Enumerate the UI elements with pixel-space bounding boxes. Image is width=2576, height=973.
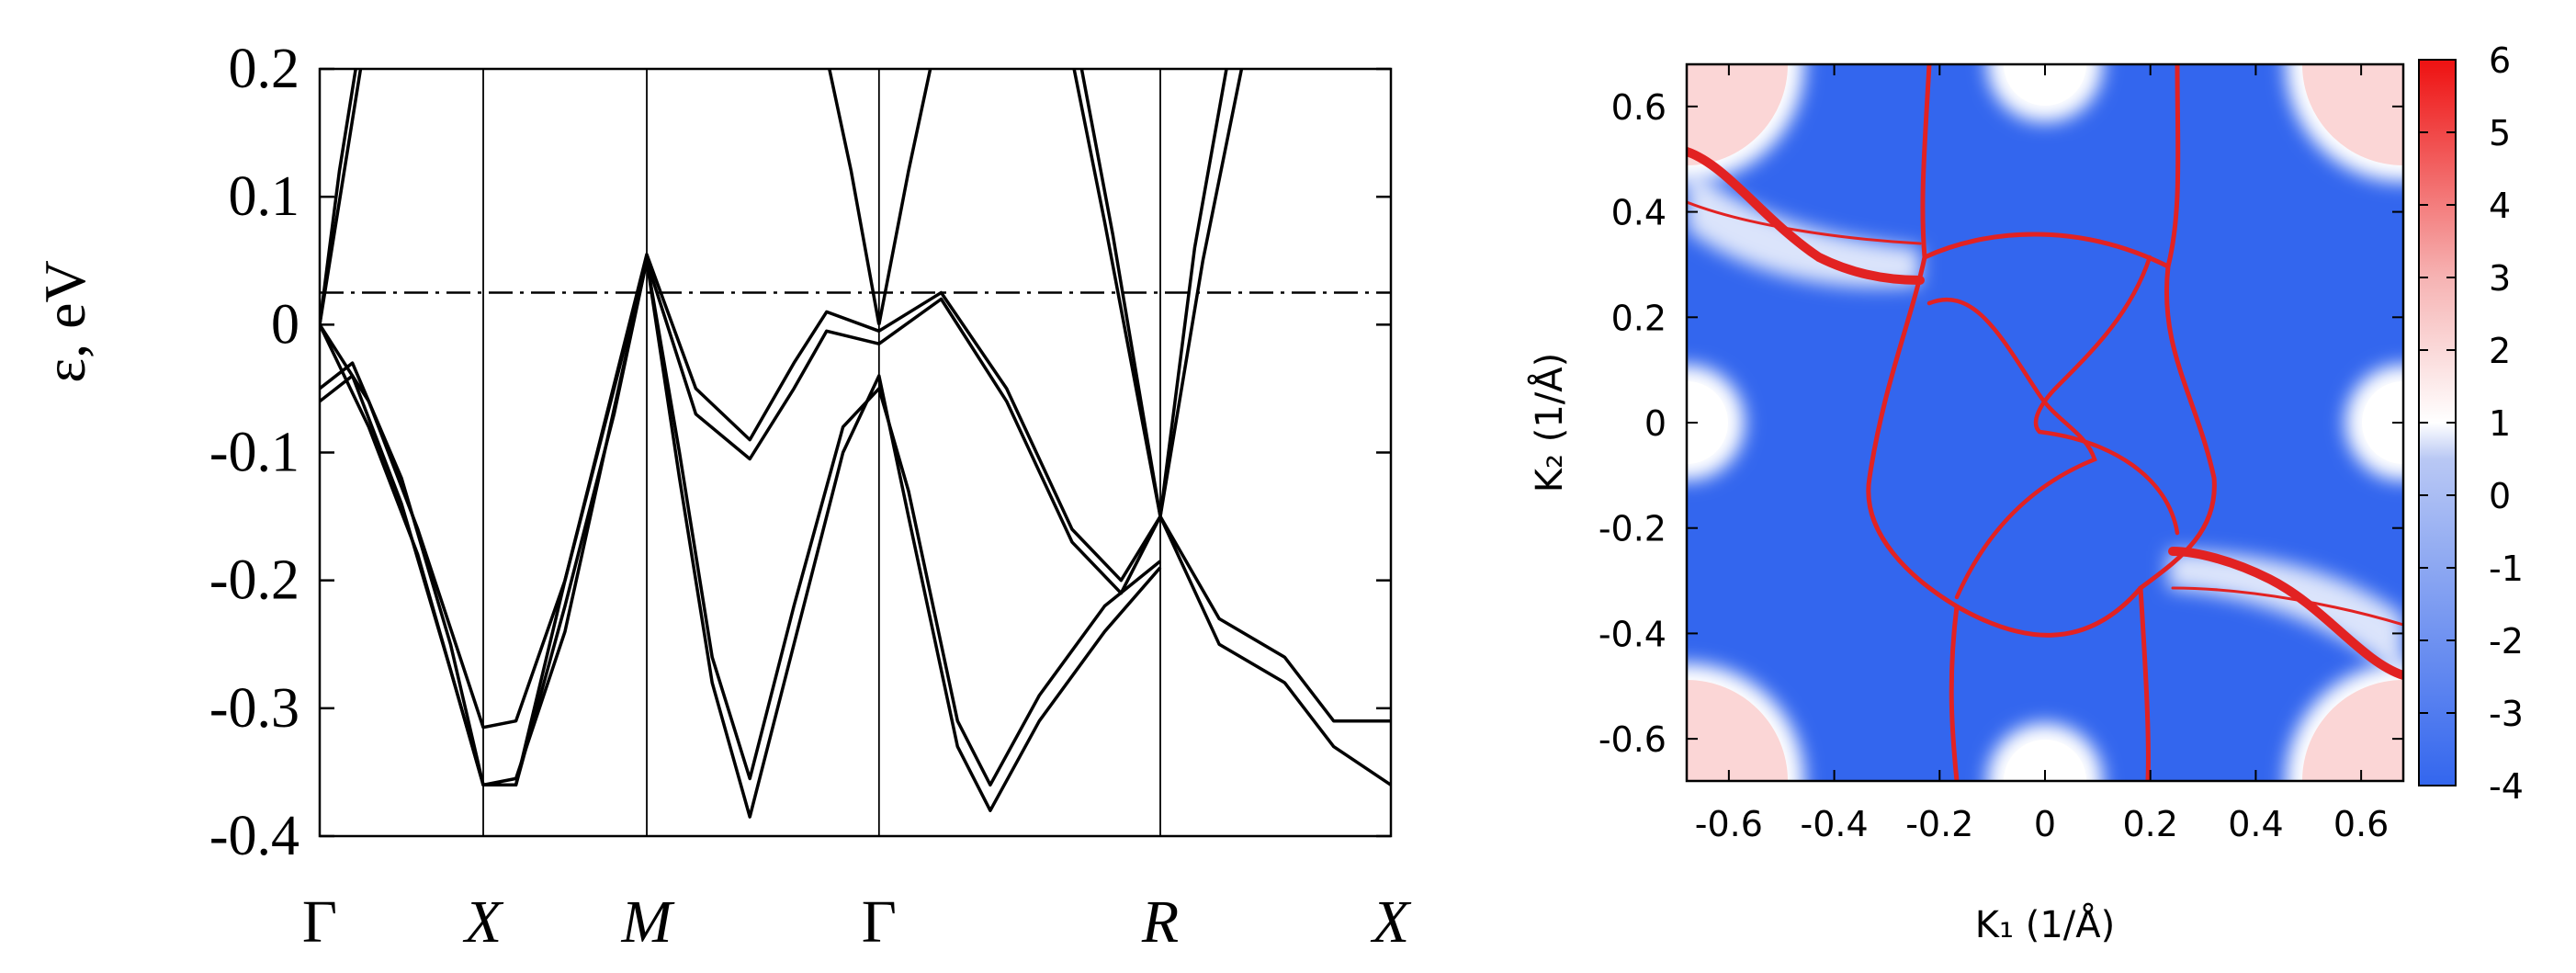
fermi-surface-map: -0.6 -0.4 -0.2 0 0.2 0.4 0.6 0.6 0.4 0.2 0 -0.2 -0.… xyxy=(1527,40,2524,946)
map-xtick-label: -0.2 xyxy=(1905,804,1973,844)
map-ytick-label: 0.4 xyxy=(1611,193,1666,233)
k-point-label: X xyxy=(462,888,504,956)
fermi-contour xyxy=(1926,297,2097,600)
map-halo xyxy=(1687,165,1920,288)
colorbar-tick-label: 3 xyxy=(2489,258,2511,299)
fermi-contour xyxy=(1922,232,2171,269)
band-ytick-label: -0.1 xyxy=(209,422,299,484)
band-line-band-7 xyxy=(877,69,932,325)
fermi-contour xyxy=(1687,200,1922,245)
map-pocket xyxy=(1687,381,1728,464)
colorbar-tick-label: -1 xyxy=(2489,549,2524,589)
map-pocket xyxy=(2302,64,2403,165)
band-ytick-label: -0.4 xyxy=(209,805,299,867)
map-pocket xyxy=(2004,64,2086,106)
fermi-contour xyxy=(2171,586,2403,627)
band-line-band-4 xyxy=(320,259,1391,787)
map-pocket xyxy=(2362,381,2403,464)
map-ytick-label: -0.4 xyxy=(1599,614,1666,654)
band-y-axis-label: ε, eV xyxy=(32,260,97,383)
map-background xyxy=(1687,64,2403,781)
map-xtick-label: 0.6 xyxy=(2333,804,2389,844)
colorbar-tick-label: -3 xyxy=(2489,694,2524,734)
colorbar-tick-label: 0 xyxy=(2489,476,2511,516)
k-point-label: R xyxy=(1141,888,1179,956)
band-line-band-3 xyxy=(320,253,1391,730)
band-ytick-label: -0.2 xyxy=(209,549,299,612)
colorbar-tick-label: 1 xyxy=(2489,403,2511,444)
map-ytick-label: 0.2 xyxy=(1611,298,1666,338)
colorbar-tick-label: 2 xyxy=(2489,331,2511,371)
map-y-axis-label: K₂ (1/Å) xyxy=(1527,353,1571,492)
map-xtick-label: 0 xyxy=(2034,804,2056,844)
k-point-label: X xyxy=(1370,888,1412,956)
map-ytick-label: 0 xyxy=(1644,403,1666,444)
fermi-contour xyxy=(2168,547,2403,680)
fermi-contour xyxy=(2138,64,2217,781)
map-xtick-label: 0.4 xyxy=(2228,804,2283,844)
colorbar-tick-label: -4 xyxy=(2489,766,2524,807)
colorbar-tick-label: 5 xyxy=(2489,113,2511,153)
k-point-label: M xyxy=(621,888,676,956)
k-point-label: Γ xyxy=(862,888,897,956)
map-xtick-label: -0.4 xyxy=(1801,804,1869,844)
band-ytick-label: 0 xyxy=(271,293,299,356)
map-xtick-label: -0.6 xyxy=(1695,804,1763,844)
band-line-band-5 xyxy=(320,259,1162,819)
map-pocket xyxy=(2004,740,2086,781)
k-point-label: Γ xyxy=(302,888,337,956)
fermi-contour xyxy=(1687,147,1925,285)
map-pocket xyxy=(1687,680,1788,781)
band-ytick-label: -0.3 xyxy=(209,677,299,740)
map-xtick-label: 0.2 xyxy=(2122,804,2177,844)
fermi-contour xyxy=(1954,585,2143,638)
band-line-band-8 xyxy=(827,69,881,325)
map-halo xyxy=(2168,551,2403,680)
colorbar-tick-label: 6 xyxy=(2489,40,2511,81)
band-structure-chart: 0.2 0.1 0 -0.1 -0.2 -0.3 -0.4 Γ X M Γ R X ε, eV xyxy=(32,38,1412,956)
map-x-axis-label: K₁ (1/Å) xyxy=(1975,902,2115,946)
map-pocket xyxy=(2302,680,2403,781)
map-ytick-label: 0.6 xyxy=(1611,87,1666,128)
map-pocket xyxy=(1687,64,1788,165)
colorbar-tick-label: 4 xyxy=(2489,186,2511,226)
band-ytick-label: 0.1 xyxy=(229,165,300,228)
band-line-band-10 xyxy=(1079,69,1228,518)
band-line-band-1 xyxy=(320,69,363,325)
fermi-contour xyxy=(2033,255,2180,536)
fermi-contour xyxy=(1866,64,1960,781)
band-line-band-2 xyxy=(320,69,357,325)
map-ytick-label: -0.6 xyxy=(1599,719,1666,760)
band-line-band-6 xyxy=(320,259,1162,787)
band-ytick-label: 0.2 xyxy=(229,38,300,100)
colorbar-tick-label: -2 xyxy=(2489,621,2524,662)
map-ytick-label: -0.2 xyxy=(1599,509,1666,549)
